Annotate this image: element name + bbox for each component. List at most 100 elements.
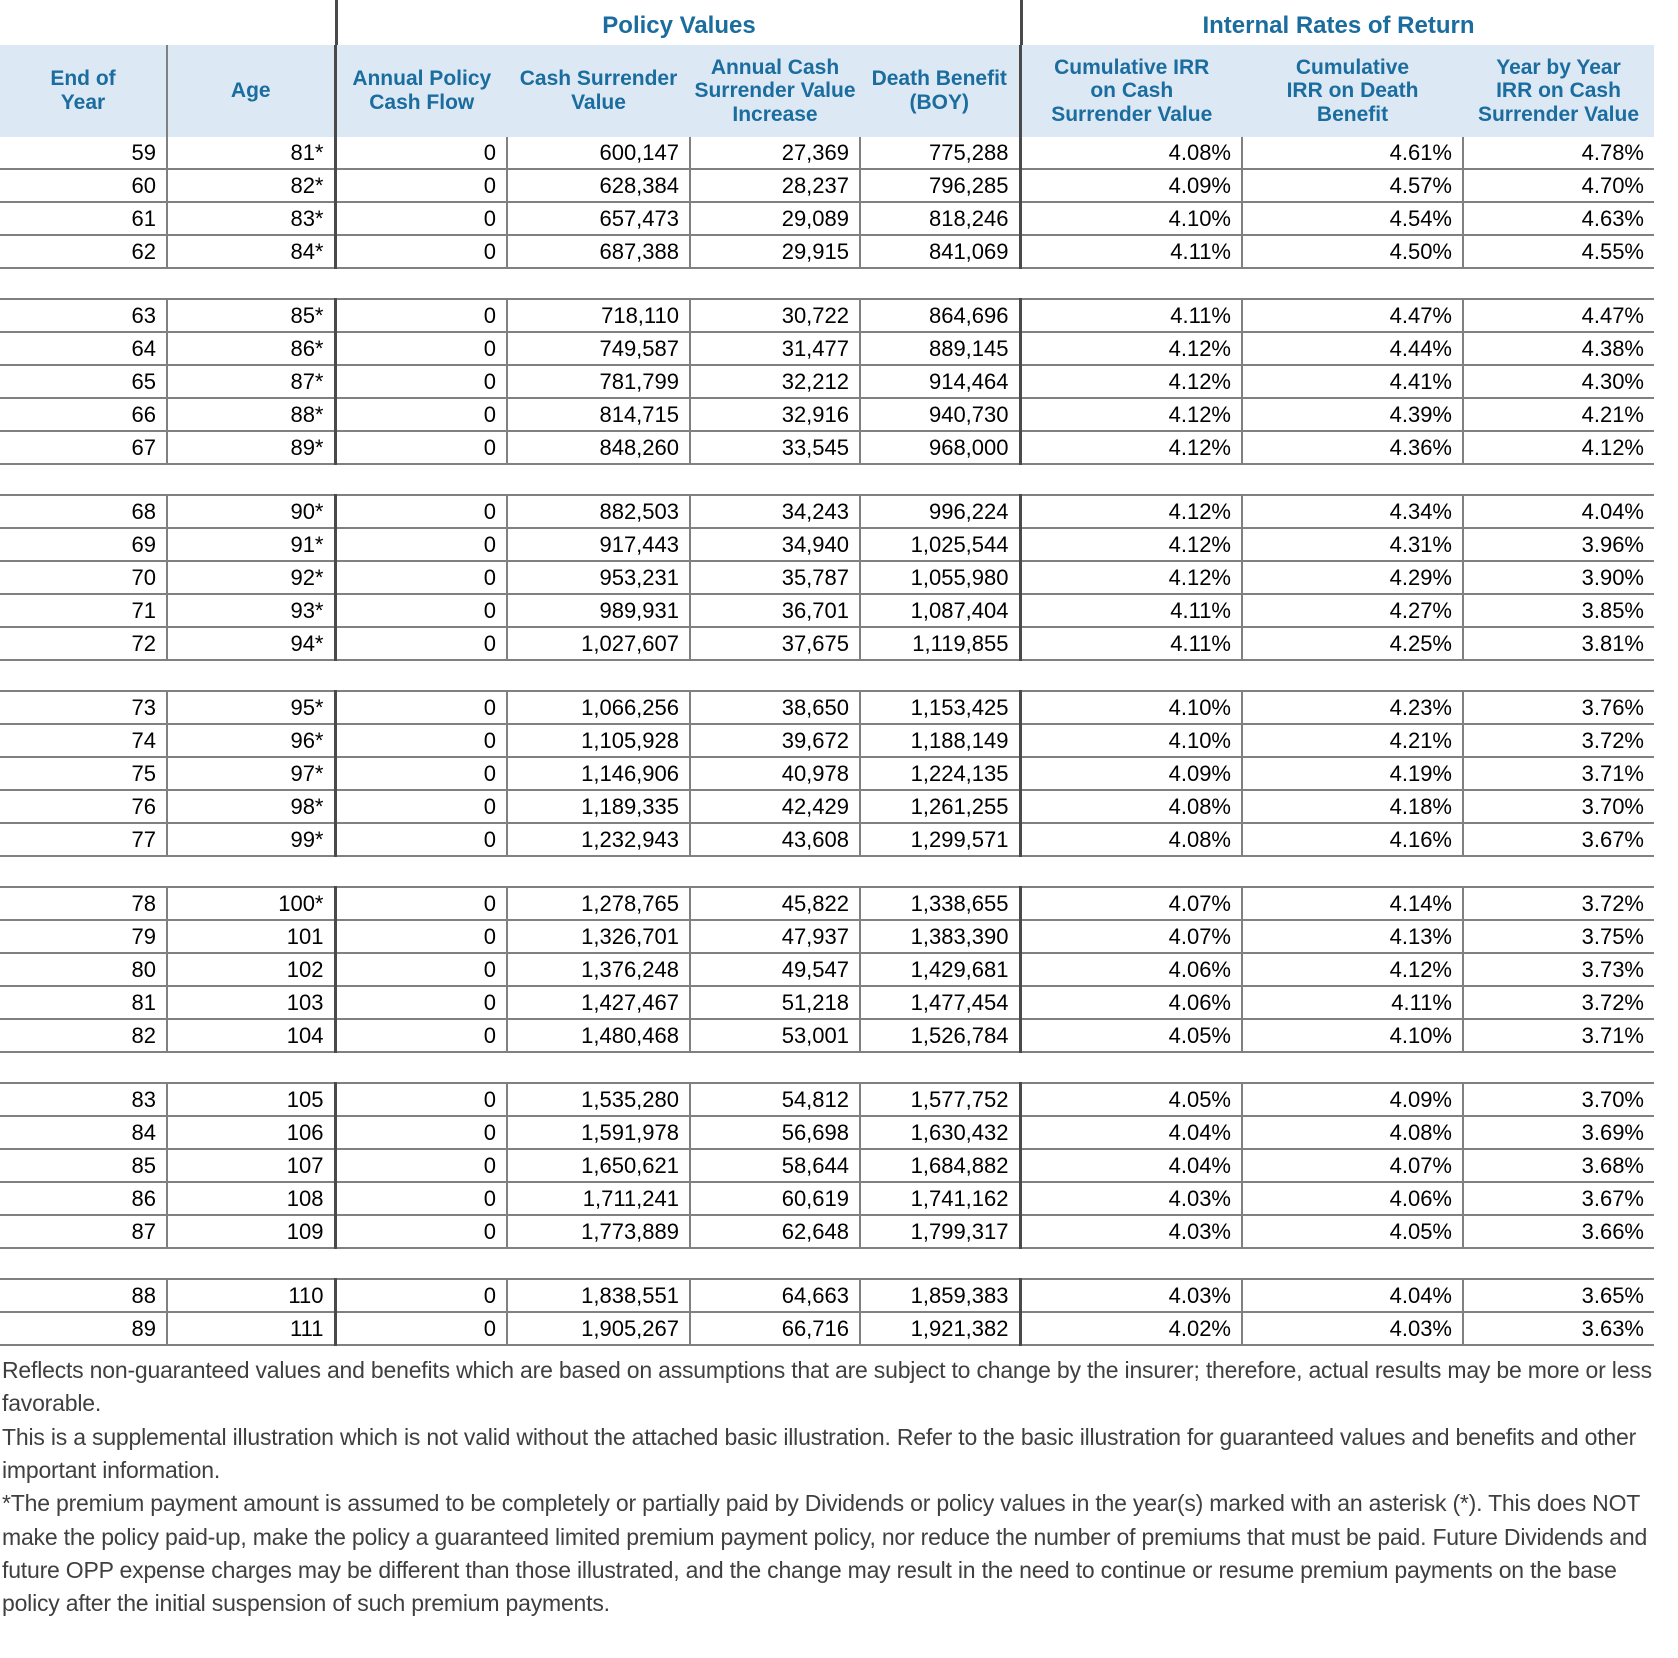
cell: 0 — [335, 528, 508, 562]
cell: 108 — [167, 1182, 337, 1216]
cell: 39,672 — [690, 724, 861, 758]
table-row: 86 108 0 1,711,241 60,619 1,741,162 4.03% 4.06%… — [0, 1182, 1654, 1216]
table-row: 76 98* 0 1,189,335 42,429 1,261,255 4.08% 4.18%… — [0, 790, 1654, 824]
cell: 3.90% — [1463, 561, 1654, 595]
cell: 889,145 — [860, 332, 1022, 366]
cell: 3.67% — [1463, 823, 1654, 857]
cell: 1,711,241 — [507, 1182, 691, 1216]
cell: 3.72% — [1463, 724, 1654, 758]
cell: 3.72% — [1463, 986, 1654, 1020]
cell: 73 — [0, 690, 168, 725]
column-header-3: Annual Policy Cash Flow — [335, 45, 507, 137]
cell: 66,716 — [690, 1312, 861, 1346]
table-row: 74 96* 0 1,105,928 39,672 1,188,149 4.10% 4.21%… — [0, 724, 1654, 758]
cell: 1,299,571 — [860, 823, 1022, 857]
cell: 70 — [0, 561, 168, 595]
cell: 64 — [0, 332, 168, 366]
cell: 0 — [335, 1182, 508, 1216]
cell: 4.18% — [1242, 790, 1464, 824]
group-gap — [0, 1052, 1654, 1083]
cell: 1,799,317 — [860, 1215, 1022, 1249]
cell: 92* — [167, 561, 337, 595]
cell: 56,698 — [690, 1116, 861, 1150]
cell: 4.06% — [1242, 1182, 1464, 1216]
cell: 62,648 — [690, 1215, 861, 1249]
cell: 781,799 — [507, 365, 691, 399]
cell: 4.63% — [1463, 202, 1654, 236]
cell: 1,427,467 — [507, 986, 691, 1020]
cell: 989,931 — [507, 594, 691, 628]
table-row: 64 86* 0 749,587 31,477 889,145 4.12% 4.44% 4.38… — [0, 332, 1654, 366]
cell: 4.02% — [1020, 1312, 1243, 1346]
table-row: 75 97* 0 1,146,906 40,978 1,224,135 4.09% 4.19%… — [0, 757, 1654, 791]
cell: 59 — [0, 137, 168, 170]
cell: 4.12% — [1020, 365, 1243, 399]
cell: 1,921,382 — [860, 1312, 1022, 1346]
table-row: 61 83* 0 657,473 29,089 818,246 4.10% 4.54% 4.63… — [0, 202, 1654, 236]
policy-illustration-table: End of Year Age Annual Policy Cash Flow Cas… — [0, 45, 1654, 1346]
cell: 1,232,943 — [507, 823, 691, 857]
cell: 29,915 — [690, 235, 861, 269]
policy-values-group-title-label: Policy Values — [602, 12, 756, 39]
footnote: Reflects non-guaranteed values and benef… — [2, 1357, 1652, 1417]
cell: 1,119,855 — [860, 627, 1022, 661]
cell: 628,384 — [507, 169, 691, 203]
cell: 35,787 — [690, 561, 861, 595]
cell: 0 — [335, 1019, 508, 1053]
table-row: 72 94* 0 1,027,607 37,675 1,119,855 4.11% 4.25%… — [0, 627, 1654, 661]
cell: 99* — [167, 823, 337, 857]
cell: 28,237 — [690, 169, 861, 203]
footnote: This is a supplemental illustration whic… — [2, 1423, 1637, 1484]
cell: 4.04% — [1463, 494, 1654, 529]
column-header-1: End of Year — [0, 45, 168, 137]
cell: 1,838,551 — [507, 1278, 691, 1313]
cell: 110 — [167, 1278, 337, 1313]
column-header-4: Cash Surrender Value — [507, 45, 690, 137]
cell: 4.04% — [1242, 1278, 1464, 1313]
cell: 4.16% — [1242, 823, 1464, 857]
cell: 3.67% — [1463, 1182, 1654, 1216]
cell: 4.78% — [1463, 137, 1654, 170]
cell: 3.66% — [1463, 1215, 1654, 1249]
table-row: 67 89* 0 848,260 33,545 968,000 4.12% 4.36% 4.12… — [0, 431, 1654, 465]
group-gap-cell — [0, 268, 1654, 299]
cell: 1,338,655 — [860, 886, 1022, 921]
cell: 94* — [167, 627, 337, 661]
cell: 3.71% — [1463, 1019, 1654, 1053]
cell: 4.54% — [1242, 202, 1464, 236]
table-row: 82 104 0 1,480,468 53,001 1,526,784 4.05% 4.10%… — [0, 1019, 1654, 1053]
column-header-8: Cumulative IRR on Death Benefit — [1242, 45, 1463, 137]
cell: 1,684,882 — [860, 1149, 1022, 1183]
cell: 81* — [167, 137, 337, 170]
cell: 83* — [167, 202, 337, 236]
cell: 3.70% — [1463, 790, 1654, 824]
cell: 4.11% — [1020, 627, 1243, 661]
cell: 3.72% — [1463, 886, 1654, 921]
cell: 58,644 — [690, 1149, 861, 1183]
cell: 4.12% — [1020, 398, 1243, 432]
cell: 0 — [335, 494, 508, 529]
table-row: 59 81* 0 600,147 27,369 775,288 4.08% 4.61% 4.78… — [0, 137, 1654, 170]
cell: 4.12% — [1463, 431, 1654, 465]
cell: 74 — [0, 724, 168, 758]
cell: 4.13% — [1242, 920, 1464, 954]
cell: 43,608 — [690, 823, 861, 857]
irr-group-title: Internal Rates of Return — [1020, 0, 1654, 45]
table-row: 80 102 0 1,376,248 49,547 1,429,681 4.06% 4.12%… — [0, 953, 1654, 987]
cell: 0 — [335, 690, 508, 725]
cell: 0 — [335, 332, 508, 366]
cell: 67 — [0, 431, 168, 465]
cell: 4.07% — [1020, 886, 1243, 921]
cell: 3.63% — [1463, 1312, 1654, 1346]
cell: 72 — [0, 627, 168, 661]
policy-values-group-title: Policy Values — [335, 0, 1020, 45]
table-row: 69 91* 0 917,443 34,940 1,025,544 4.12% 4.31% 3.… — [0, 528, 1654, 562]
cell: 90* — [167, 494, 337, 529]
cell: 4.11% — [1020, 235, 1243, 269]
cell: 86 — [0, 1182, 168, 1216]
group-gap-cell — [0, 660, 1654, 691]
footnotes: Reflects non-guaranteed values and benef… — [0, 1346, 1678, 1621]
table-row: 73 95* 0 1,066,256 38,650 1,153,425 4.10% 4.23%… — [0, 690, 1654, 725]
cell: 71 — [0, 594, 168, 628]
group-gap — [0, 268, 1654, 299]
